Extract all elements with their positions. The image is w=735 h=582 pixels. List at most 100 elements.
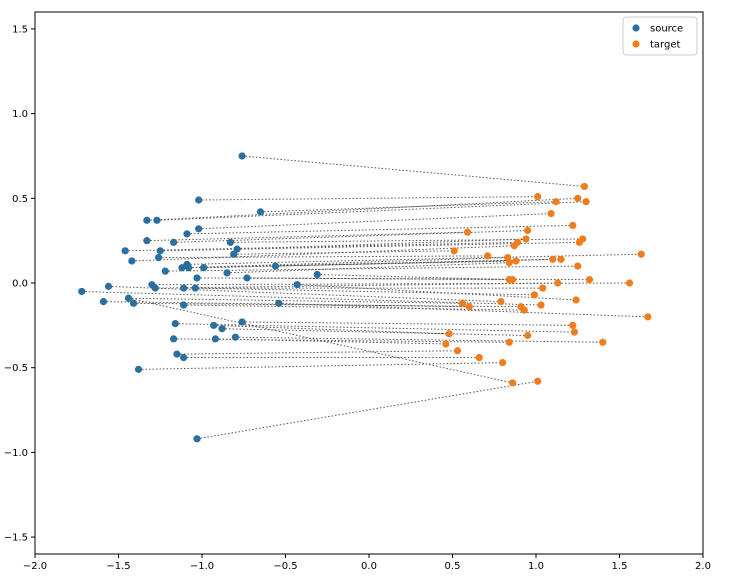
legend-marker-target (632, 40, 640, 48)
target-point (574, 194, 582, 202)
target-point (582, 198, 590, 206)
source-point (78, 287, 86, 296)
y-tick-label: 1.5 (12, 24, 28, 35)
y-tick-label: 1.0 (12, 109, 28, 120)
x-tick-label: 0.0 (361, 561, 377, 572)
source-point (171, 320, 179, 328)
connector-line (151, 282, 630, 286)
connector-line (146, 197, 578, 221)
target-point (575, 238, 584, 246)
source-series (78, 152, 321, 443)
source-point (231, 333, 239, 341)
source-point (238, 318, 246, 326)
x-axis-ticks: −2.0 −1.5 −1.0 −0.5 0.0 0.5 1.0 1.5 2.0 (23, 554, 711, 572)
target-point (554, 279, 562, 287)
x-tick-label: −2.0 (23, 561, 47, 572)
connector-line (227, 262, 510, 274)
source-point (313, 270, 321, 279)
x-tick-label: −1.0 (190, 561, 214, 572)
target-point (522, 235, 530, 243)
target-point (599, 338, 607, 346)
source-point (243, 274, 251, 282)
source-point (129, 299, 138, 307)
connector-line (183, 304, 525, 311)
connector-line (158, 255, 488, 259)
legend: source target (622, 16, 698, 56)
connector-lines (81, 155, 648, 440)
x-tick-label: −1.5 (106, 561, 130, 572)
connector-line (233, 250, 455, 255)
connector-line (260, 201, 557, 213)
connector-line (317, 274, 510, 281)
target-point (463, 228, 472, 236)
source-point (143, 216, 151, 224)
source-point (156, 247, 164, 255)
connector-line (165, 265, 578, 272)
target-point (458, 299, 467, 307)
target-point (530, 291, 538, 299)
source-point (275, 299, 283, 307)
connector-line (156, 201, 587, 221)
target-point (450, 247, 458, 255)
target-point (520, 306, 528, 314)
source-point (223, 269, 231, 277)
target-point (569, 321, 577, 329)
source-point (173, 350, 181, 358)
target-point (475, 353, 483, 362)
target-point (524, 226, 532, 235)
target-point (537, 301, 545, 309)
target-point (580, 182, 589, 191)
target-point (547, 209, 555, 218)
target-point (549, 255, 557, 263)
source-point (143, 237, 151, 245)
y-tick-label: −1.0 (4, 448, 28, 459)
x-tick-label: 1.0 (528, 561, 544, 572)
target-point (483, 252, 492, 260)
source-point (233, 245, 241, 253)
connector-line (198, 196, 538, 201)
connector-line (176, 350, 458, 355)
source-point (230, 250, 238, 258)
connector-line (186, 224, 573, 235)
target-point (509, 276, 517, 284)
legend-label-target: target (650, 40, 680, 51)
target-point (497, 298, 505, 306)
legend-marker-source (632, 24, 640, 32)
connector-line (186, 253, 642, 265)
connector-line (155, 282, 558, 289)
source-point (124, 294, 133, 302)
x-tick-label: 1.5 (612, 561, 628, 572)
source-point (154, 253, 163, 262)
y-tick-label: −0.5 (4, 363, 28, 374)
y-tick-label: 0.0 (12, 279, 28, 290)
target-point (539, 284, 547, 292)
target-point (453, 347, 462, 355)
source-point (180, 284, 188, 292)
source-point (180, 353, 188, 362)
source-point (210, 321, 218, 329)
source-point (104, 282, 113, 290)
target-point (510, 242, 518, 250)
legend-label-source: source (650, 24, 683, 35)
target-point (570, 328, 579, 336)
target-point (557, 255, 565, 263)
connector-line (198, 213, 552, 230)
source-point (271, 262, 280, 270)
source-point (178, 264, 186, 272)
connector-line (103, 301, 470, 308)
source-point (238, 152, 246, 160)
connector-line (297, 284, 577, 301)
source-point (128, 257, 136, 265)
connector-line (230, 238, 583, 243)
source-point (195, 196, 203, 204)
target-point (442, 340, 450, 348)
x-tick-label: 2.0 (695, 561, 711, 572)
source-point (185, 264, 193, 272)
y-tick-label: 0.5 (12, 194, 28, 205)
source-point (170, 335, 178, 343)
target-series (442, 182, 652, 387)
source-point (99, 298, 108, 306)
source-point (191, 284, 199, 292)
connector-line (108, 285, 501, 303)
